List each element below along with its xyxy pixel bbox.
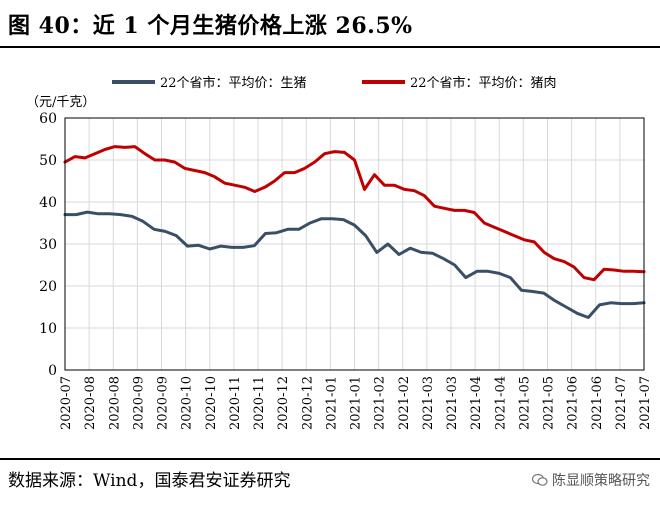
y-tick-label: 60	[39, 111, 57, 127]
wechat-icon	[531, 473, 548, 487]
y-tick-label: 40	[39, 195, 57, 211]
x-tick-label: 2021-06	[566, 376, 581, 430]
y-axis-ticks: 0 10 20 30 40 50 60	[39, 111, 57, 379]
legend-label-pork: 22个省市：平均价：猪肉	[410, 75, 557, 91]
x-tick-label: 2021-07	[614, 376, 629, 430]
y-tick-label: 0	[48, 363, 57, 379]
y-tick-label: 20	[39, 279, 57, 295]
x-tick-label: 2021-02	[397, 376, 412, 430]
series-line-live-hog	[63, 210, 646, 319]
x-tick-label: 2020-10	[204, 376, 219, 430]
y-tick-label: 10	[39, 321, 57, 337]
x-tick-label: 2021-03	[421, 376, 436, 430]
x-tick-label: 2021-05	[517, 376, 532, 430]
x-tick-label: 2020-08	[83, 376, 98, 430]
x-tick-label: 2020-11	[252, 376, 267, 430]
grid	[65, 118, 644, 370]
x-tick-label: 2020-07	[59, 376, 74, 430]
legend-label-live-hog: 22个省市：平均价：生猪	[160, 75, 307, 91]
plot-frame	[64, 117, 645, 371]
data-source: 数据来源：Wind，国泰君安证券研究	[8, 471, 291, 491]
footer-divider	[0, 458, 660, 460]
x-tick-label: 2021-02	[373, 376, 388, 430]
watermark-text: 陈显顺策略研究	[552, 473, 650, 489]
x-tick-label: 2020-09	[156, 376, 171, 430]
x-tick-label: 2021-06	[590, 376, 605, 430]
line-chart: 22个省市：平均价：生猪 22个省市：平均价：猪肉 （元/千克） 0 10 20 30…	[26, 75, 653, 430]
y-axis-label: （元/千克）	[26, 95, 95, 110]
x-tick-label: 2021-01	[324, 376, 339, 430]
y-tick-label: 50	[39, 153, 57, 169]
x-axis-ticks: 2020-07 2020-08 2020-08 2020-09 2020-09 2020-…	[59, 376, 653, 430]
chart-title: 图 40：近 1 个月生猪价格上涨 26.5%	[8, 13, 413, 39]
watermark: 陈显顺策略研究	[531, 470, 650, 490]
x-tick-label: 2021-03	[445, 376, 460, 430]
x-tick-label: 2021-07	[638, 376, 653, 430]
x-tick-label: 2021-04	[493, 376, 508, 430]
x-tick-label: 2020-10	[180, 376, 195, 430]
title-divider	[0, 46, 660, 48]
series-line-pork	[63, 145, 646, 282]
x-tick-label: 2020-11	[228, 376, 243, 430]
x-tick-label: 2021-05	[542, 376, 557, 430]
x-tick-label: 2020-12	[300, 376, 315, 430]
y-tick-label: 30	[39, 237, 57, 253]
legend: 22个省市：平均价：生猪 22个省市：平均价：猪肉	[112, 75, 557, 91]
x-tick-label: 2021-01	[349, 376, 364, 430]
x-tick-label: 2020-09	[131, 376, 146, 430]
x-tick-label: 2020-12	[276, 376, 291, 430]
x-tick-label: 2021-04	[469, 376, 484, 430]
x-tick-label: 2020-08	[107, 376, 122, 430]
series-lines	[63, 145, 646, 319]
